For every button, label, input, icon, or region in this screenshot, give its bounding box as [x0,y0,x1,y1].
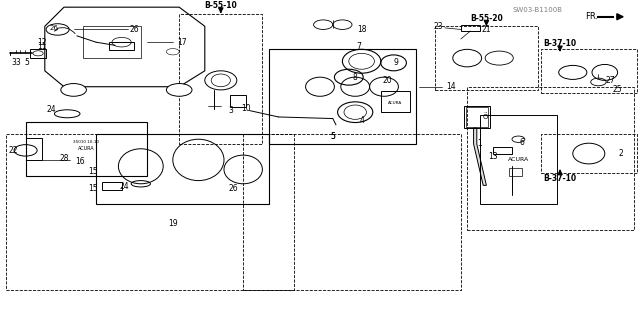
Circle shape [166,84,192,96]
Text: 15: 15 [88,184,98,193]
Text: 1: 1 [477,139,483,149]
Bar [464,106,490,128]
Text: 5: 5 [24,58,29,67]
Bar [509,168,522,176]
Text: B-37-10: B-37-10 [543,39,577,48]
Circle shape [61,84,86,96]
Text: 25: 25 [612,85,623,94]
Text: 22: 22 [8,146,17,155]
Bar [480,115,557,204]
Bar [466,107,488,127]
Text: 8: 8 [353,73,358,82]
Text: 5: 5 [330,131,335,141]
Text: 28: 28 [60,154,68,163]
Text: 24: 24 [120,182,130,191]
Text: ACURA: ACURA [388,100,402,105]
Bar [461,25,480,31]
Bar [381,92,410,112]
Text: 6: 6 [519,138,524,147]
Text: 33: 33 [11,58,21,67]
Bar [109,42,134,50]
Text: 5: 5 [330,131,335,141]
Text: Ö: Ö [483,114,488,120]
Bar [102,182,122,190]
Text: 10: 10 [241,105,252,114]
Text: 9: 9 [393,58,398,67]
Text: B-55-10: B-55-10 [204,1,237,10]
Text: 20: 20 [382,76,392,85]
Text: ACURA: ACURA [508,157,529,162]
Text: 15: 15 [88,167,98,175]
Text: 13: 13 [488,152,498,161]
Text: 35010 10-10: 35010 10-10 [74,140,99,145]
Text: 26: 26 [50,25,59,31]
Text: 18: 18 [357,25,366,34]
Bar [26,137,42,160]
Text: 12: 12 [37,38,46,47]
Text: ACURA: ACURA [78,146,95,151]
Text: 26: 26 [228,184,239,193]
Polygon shape [474,128,486,185]
Text: 14: 14 [446,82,456,91]
Text: 21: 21 [482,25,491,34]
Text: B-37-10: B-37-10 [543,174,577,183]
Bar [493,147,512,153]
Text: 17: 17 [177,38,188,47]
Text: 11: 11 [37,42,46,51]
Text: 4: 4 [359,115,364,125]
Text: 19: 19 [168,219,178,228]
Text: FR.: FR. [586,11,598,21]
Text: SW03-B1100B: SW03-B1100B [513,7,563,13]
Text: B-55-20: B-55-20 [470,14,503,23]
Text: 2: 2 [618,149,623,158]
Bar [30,48,46,58]
Text: 24: 24 [46,105,56,114]
Text: 3: 3 [228,106,233,115]
Text: 7: 7 [356,42,361,51]
Text: 26: 26 [129,25,140,34]
Text: 27: 27 [605,76,615,85]
Text: 23: 23 [433,22,444,31]
Bar [230,95,246,108]
Text: 16: 16 [75,157,85,166]
